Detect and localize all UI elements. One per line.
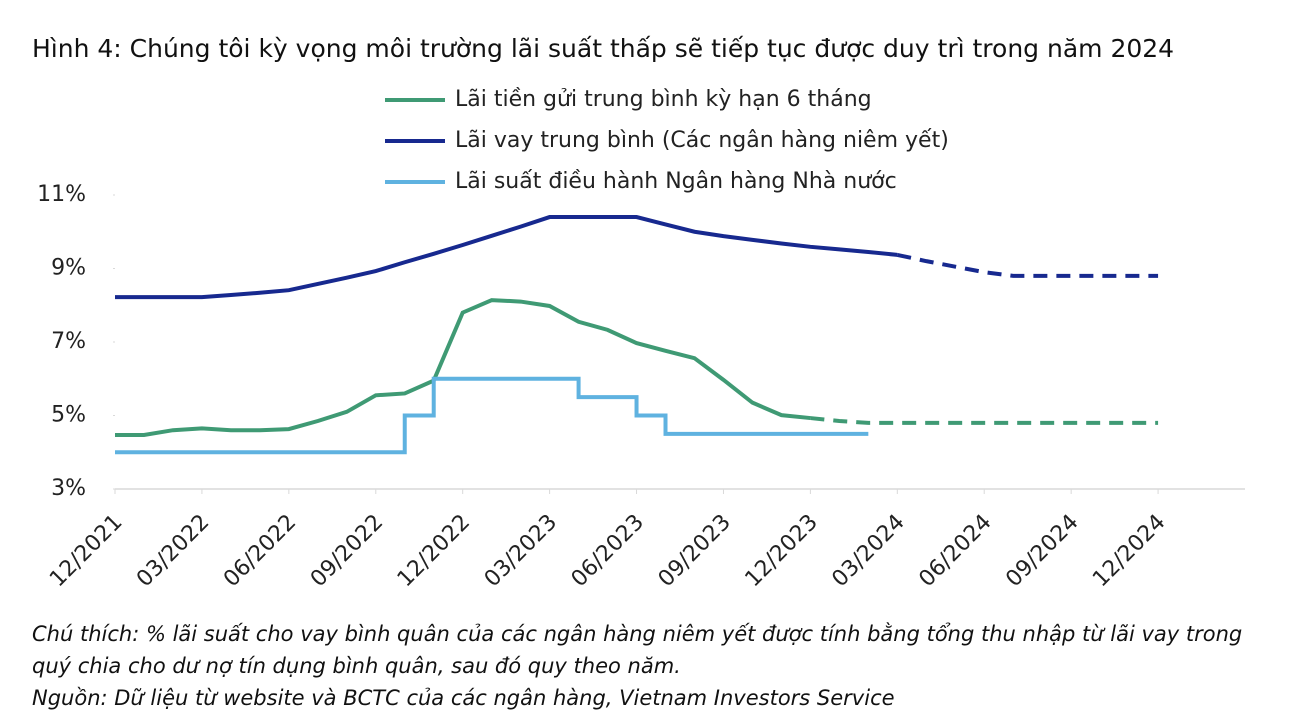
- legend-label: Lãi suất điều hành Ngân hàng Nhà nước: [455, 169, 897, 194]
- x-tick-label: 09/2024: [1001, 510, 1083, 592]
- x-tick-label: 12/2024: [1088, 510, 1170, 592]
- series-line: [115, 298, 811, 437]
- y-tick-label: 9%: [51, 256, 86, 281]
- y-tick-label: 3%: [51, 476, 86, 501]
- x-tick-label: 09/2023: [654, 510, 736, 592]
- y-tick-label: 5%: [51, 403, 86, 428]
- y-tick-label: 11%: [37, 182, 86, 207]
- y-tick-label: 7%: [51, 329, 86, 354]
- chart-title: Hình 4: Chúng tôi kỳ vọng môi trường lãi…: [32, 34, 1175, 63]
- x-tick-label: 03/2022: [132, 510, 214, 592]
- x-tick-label: 03/2024: [827, 510, 909, 592]
- x-tick-label: 06/2023: [567, 510, 649, 592]
- x-tick-label: 12/2021: [45, 510, 127, 592]
- legend-label: Lãi tiền gửi trung bình kỳ hạn 6 tháng: [455, 87, 872, 112]
- legend-label: Lãi vay trung bình (Các ngân hàng niêm y…: [455, 128, 949, 153]
- x-tick-label: 03/2023: [480, 510, 562, 592]
- series-line: [115, 376, 869, 455]
- x-tick-label: 12/2023: [741, 510, 823, 592]
- series-line-dashed: [896, 252, 1159, 278]
- source: Nguồn: Dữ liệu từ website và BCTC của cá…: [32, 686, 895, 710]
- series-line: [115, 215, 898, 300]
- x-tick-label: 06/2024: [914, 510, 996, 592]
- x-tick-label: 09/2022: [306, 510, 388, 592]
- series-line-dashed: [810, 416, 1159, 425]
- x-tick-label: 12/2022: [393, 510, 475, 592]
- x-tick-label: 06/2022: [219, 510, 301, 592]
- note: Chú thích: % lãi suất cho vay bình quân …: [32, 622, 1243, 678]
